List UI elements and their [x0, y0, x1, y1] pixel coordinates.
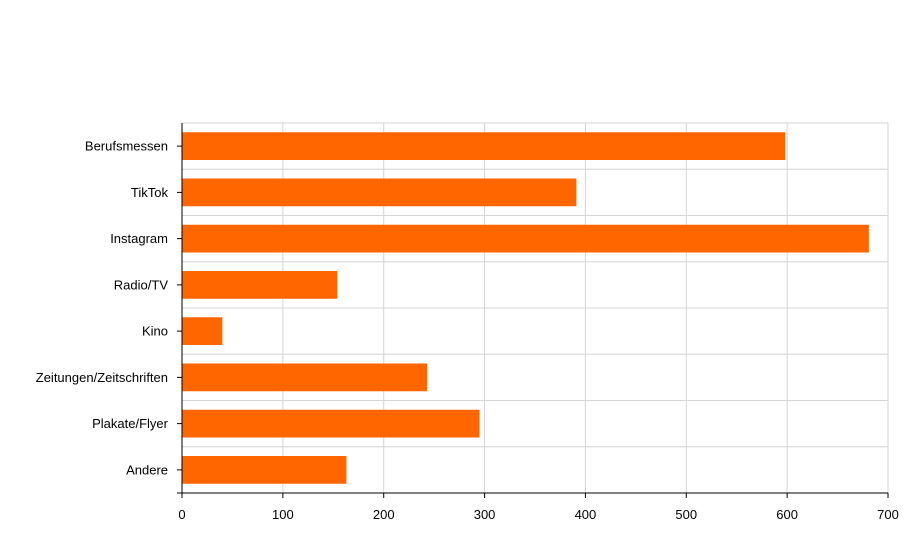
axes: [177, 123, 889, 498]
y-tick-label: Berufsmessen: [85, 139, 168, 154]
x-tick-label: 700: [877, 507, 899, 522]
bars: [182, 132, 869, 484]
y-tick-label: Radio/TV: [114, 277, 169, 292]
x-tick-label: 300: [474, 507, 496, 522]
x-tick-label: 100: [272, 507, 294, 522]
y-tick-label: Kino: [142, 324, 168, 339]
x-tick-label: 600: [776, 507, 798, 522]
y-tick-label: Zeitungen/Zeitschriften: [36, 370, 168, 385]
bar-zeitungen-zeitschriften: [182, 363, 428, 392]
y-tick-label: Plakate/Flyer: [92, 416, 169, 431]
tick-labels: 0 100 200 300 400 500 600 700 Berufsmessen TikTok…: [36, 139, 899, 522]
bar-plakate-flyer: [182, 409, 480, 438]
bar-andere: [182, 456, 347, 484]
x-tick-label: 0: [178, 507, 185, 522]
bar-berufsmessen: [182, 132, 786, 160]
bar-instagram: [182, 224, 869, 253]
x-tick-label: 500: [675, 507, 697, 522]
bar-kino: [182, 317, 223, 345]
y-tick-label: Instagram: [110, 231, 168, 246]
bar-tiktok: [182, 178, 577, 207]
y-tick-label: TikTok: [131, 185, 169, 200]
x-tick-label: 400: [575, 507, 597, 522]
grid-lines: [182, 122, 889, 493]
x-tick-label: 200: [373, 507, 395, 522]
bar-radio-tv: [182, 271, 338, 299]
y-tick-label: Andere: [126, 462, 168, 477]
